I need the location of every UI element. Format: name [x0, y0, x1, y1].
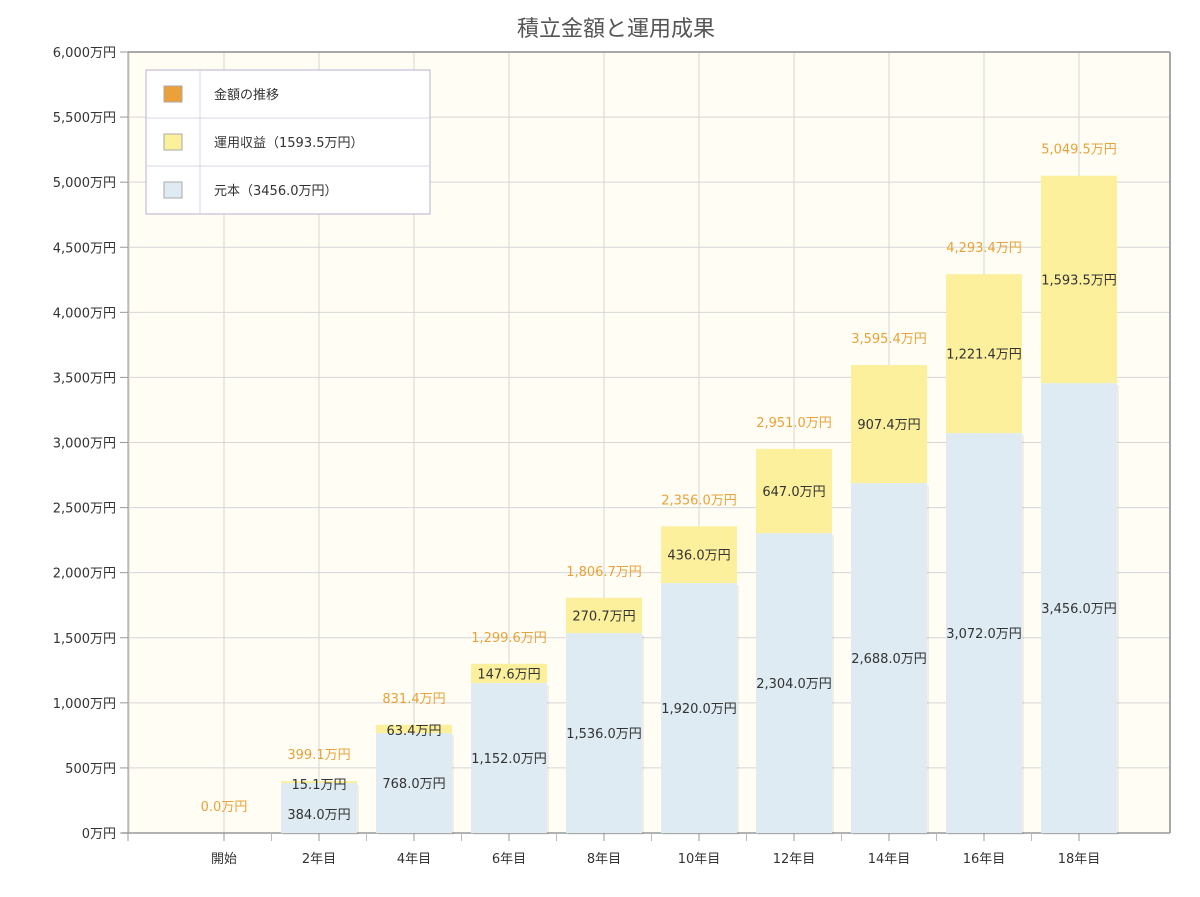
y-tick-label: 0万円	[82, 827, 116, 842]
x-tick-label: 2年目	[302, 852, 336, 867]
x-tick-label: 10年目	[678, 852, 721, 867]
total-value-label: 399.1万円	[287, 748, 350, 763]
principal-value-label: 1,920.0万円	[661, 702, 737, 717]
total-value-label: 3,595.4万円	[851, 332, 927, 347]
data-labels: 0.0万円 399.1万円 384.0万円 15.1万円 831.4万円 768.0万円 6…	[201, 143, 1117, 823]
total-value-label: 5,049.5万円	[1041, 143, 1117, 158]
returns-value-label: 63.4万円	[387, 724, 442, 739]
principal-value-label: 1,152.0万円	[471, 752, 547, 767]
x-tick-label: 開始	[211, 852, 237, 867]
y-tick-label: 1,000万円	[53, 697, 116, 712]
total-value-label: 1,299.6万円	[471, 631, 547, 646]
returns-value-label: 1,593.5万円	[1041, 273, 1117, 288]
legend-swatch	[163, 133, 183, 151]
y-tick-label: 6,000万円	[53, 46, 116, 61]
x-tick-label: 8年目	[587, 852, 621, 867]
y-tick-label: 5,000万円	[53, 176, 116, 191]
principal-value-label: 384.0万円	[287, 808, 350, 823]
y-axis: 0万円 500万円 1,000万円 1,500万円 2,000万円 2,500万円 3,00…	[53, 46, 128, 842]
bar-returns	[566, 597, 642, 634]
principal-value-label: 768.0万円	[382, 777, 445, 792]
bar-principal	[851, 483, 927, 833]
principal-value-label: 3,072.0万円	[946, 627, 1022, 642]
legend-swatch	[163, 181, 183, 199]
bar-returns	[281, 781, 357, 784]
returns-value-label: 270.7万円	[572, 609, 635, 624]
x-tick-label: 4年目	[397, 852, 431, 867]
returns-value-label: 1,221.4万円	[946, 348, 1022, 363]
bar-principal	[566, 633, 642, 833]
legend-label: 金額の推移	[214, 87, 279, 103]
bar-principal	[1041, 383, 1117, 833]
y-tick-label: 2,000万円	[53, 567, 116, 582]
principal-value-label: 2,304.0万円	[756, 677, 832, 692]
chart-title: 積立金額と運用成果	[517, 17, 715, 42]
total-value-label: 2,951.0万円	[756, 416, 832, 431]
x-tick-label: 6年目	[492, 852, 526, 867]
y-tick-label: 1,500万円	[53, 632, 116, 647]
bar-returns	[471, 663, 547, 684]
principal-value-label: 3,456.0万円	[1041, 602, 1117, 617]
total-value-label: 0.0万円	[201, 800, 248, 815]
total-value-label: 1,806.7万円	[566, 565, 642, 580]
bar-principal	[661, 583, 737, 833]
bar-returns	[661, 526, 737, 584]
bars	[281, 175, 1119, 835]
y-tick-label: 4,500万円	[53, 241, 116, 256]
returns-value-label: 436.0万円	[667, 549, 730, 564]
y-tick-label: 2,500万円	[53, 502, 116, 517]
x-tick-label: 16年目	[963, 852, 1006, 867]
principal-value-label: 1,536.0万円	[566, 727, 642, 742]
total-value-label: 831.4万円	[382, 692, 445, 707]
bar-returns	[851, 364, 927, 484]
x-tick-label: 12年目	[773, 852, 816, 867]
total-value-label: 2,356.0万円	[661, 493, 737, 508]
x-tick-label: 14年目	[868, 852, 911, 867]
bar-principal	[376, 733, 452, 833]
bar-principal	[281, 783, 357, 833]
returns-value-label: 647.0万円	[762, 485, 825, 500]
returns-value-label: 15.1万円	[292, 778, 347, 793]
bar-principal	[756, 533, 832, 833]
bar-returns	[946, 274, 1022, 434]
bar-returns	[756, 448, 832, 534]
bar-principal	[471, 683, 547, 833]
total-value-label: 4,293.4万円	[946, 241, 1022, 256]
legend-swatch	[163, 85, 183, 103]
bar-returns	[1041, 175, 1117, 384]
legend-box	[145, 69, 431, 215]
x-axis: 開始 2年目 4年目 6年目 8年目 10年目 12年目 14年目 16年目 18年目	[211, 833, 1100, 867]
y-tick-label: 5,500万円	[53, 111, 116, 126]
returns-value-label: 147.6万円	[477, 667, 540, 682]
legend-label: 元本（3456.0万円）	[214, 184, 338, 199]
y-tick-label: 3,000万円	[53, 437, 116, 452]
returns-value-label: 907.4万円	[857, 418, 920, 433]
legend-label: 運用収益（1593.5万円）	[214, 136, 364, 151]
y-tick-label: 3,500万円	[53, 371, 116, 386]
bar-principal	[946, 433, 1022, 833]
bar-returns	[376, 724, 452, 734]
y-tick-label: 4,000万円	[53, 306, 116, 321]
principal-value-label: 2,688.0万円	[851, 652, 927, 667]
x-tick-label: 18年目	[1058, 852, 1101, 867]
y-tick-label: 500万円	[65, 762, 116, 777]
